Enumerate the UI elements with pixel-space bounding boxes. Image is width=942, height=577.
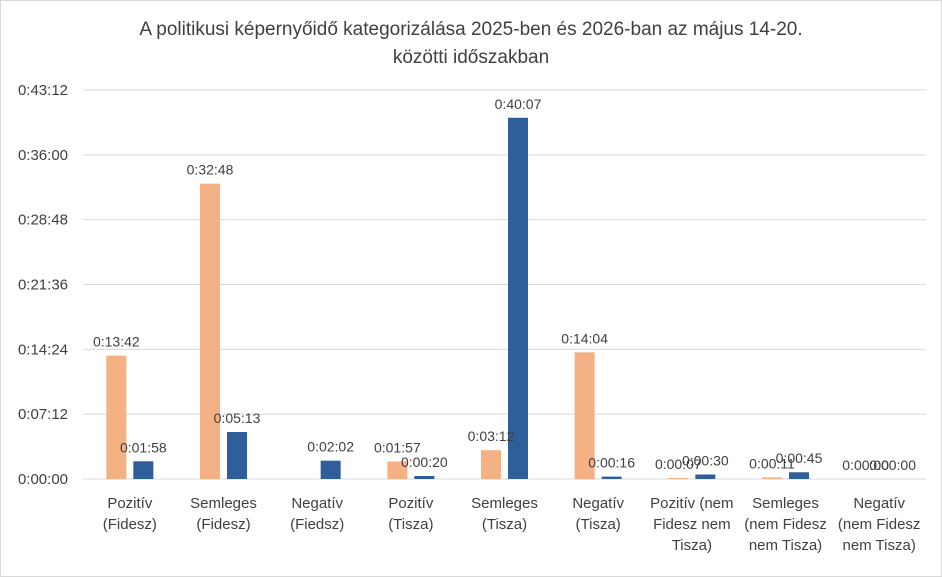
chart-title-line-1: A politikusi képernyőidő kategorizálása … — [139, 19, 802, 40]
x-axis-categories: Pozitív (Fidesz) Semleges (Fidesz) Negatív (F… — [103, 495, 921, 554]
data-label: 0:00:20 — [401, 454, 448, 470]
y-axis-ticks: 0:00:00 0:07:12 0:14:24 0:21:36 0:28:48 0:36:… — [18, 82, 68, 488]
data-label: 0:00:00 — [869, 457, 916, 473]
data-label: 0:01:57 — [374, 439, 421, 455]
bar-series-2 — [695, 474, 716, 479]
data-label: 0:14:04 — [561, 330, 608, 346]
data-label: 0:02:02 — [307, 439, 354, 455]
chart-title: A politikusi képernyőidő kategorizálása … — [139, 19, 802, 68]
category-label: Negatív — [291, 495, 343, 512]
data-labels: 0:13:42 0:01:58 0:32:48 0:05:13 0:02:02 0:01:… — [93, 96, 916, 473]
bar-series-1 — [200, 183, 220, 480]
bar-series-2 — [227, 432, 247, 479]
category-label: (Tisza) — [576, 516, 621, 533]
category-label: (nem Fidesz — [838, 516, 921, 533]
category-label: Pozitív (nem — [650, 495, 733, 512]
bar-series-2 — [508, 117, 528, 479]
category-label: Semleges — [190, 495, 257, 512]
data-label: 0:00:11 — [749, 455, 795, 471]
y-tick-label: 0:36:00 — [18, 147, 68, 164]
category-label: Negatív — [572, 495, 624, 512]
category-label: Tisza) — [672, 537, 712, 554]
data-label: 0:03:12 — [468, 428, 515, 444]
category-label: (Tisza) — [482, 516, 527, 533]
data-label: 0:00:07 — [655, 456, 702, 472]
category-label: Pozitív — [107, 495, 153, 512]
bar-series-1 — [106, 355, 127, 479]
category-label: Semleges — [752, 495, 819, 512]
bar-series-2 — [414, 475, 435, 479]
category-label: (Fidesz) — [103, 516, 157, 533]
data-label: 0:05:13 — [214, 410, 261, 426]
data-label: 0:40:07 — [495, 96, 542, 112]
category-label: Semleges — [471, 495, 538, 512]
y-tick-label: 0:43:12 — [18, 82, 68, 99]
bar-series-1 — [762, 477, 782, 479]
category-label: (Fidesz) — [196, 516, 250, 533]
data-label: 0:13:42 — [93, 334, 140, 350]
gridlines — [83, 89, 926, 480]
category-label: (nem Fidesz — [744, 516, 827, 533]
category-label: nem Tisza) — [842, 537, 915, 554]
y-tick-label: 0:28:48 — [18, 212, 68, 229]
data-label: 0:00:30 — [682, 452, 729, 468]
bar-series-1 — [574, 352, 595, 479]
bar-series-2 — [320, 460, 341, 479]
category-label: Pozitív — [388, 495, 434, 512]
bar-series-1 — [481, 450, 501, 479]
data-label: 0:00:00 — [842, 457, 889, 473]
y-tick-label: 0:14:24 — [18, 341, 68, 358]
chart-title-line-2: közötti időszakban — [393, 47, 549, 68]
bar-series-2 — [789, 472, 809, 479]
data-label: 0:00:16 — [588, 455, 635, 471]
y-tick-label: 0:21:36 — [18, 277, 68, 294]
bar-series-1 — [387, 461, 408, 479]
category-label: (Fiedsz) — [290, 516, 344, 533]
data-label: 0:32:48 — [187, 162, 234, 178]
data-label: 0:00:45 — [776, 450, 823, 466]
category-label: Negatív — [853, 495, 905, 512]
category-label: Fidesz nem — [653, 516, 731, 533]
y-tick-label: 0:00:00 — [18, 471, 68, 488]
category-label: nem Tisza) — [749, 537, 822, 554]
bar-series-1 — [668, 477, 689, 479]
data-label: 0:01:58 — [120, 439, 167, 455]
bar-series-2 — [133, 461, 154, 479]
category-label: (Tisza) — [388, 516, 433, 533]
bar-series-2 — [601, 476, 622, 479]
y-tick-label: 0:07:12 — [18, 406, 68, 423]
bars — [106, 117, 809, 480]
